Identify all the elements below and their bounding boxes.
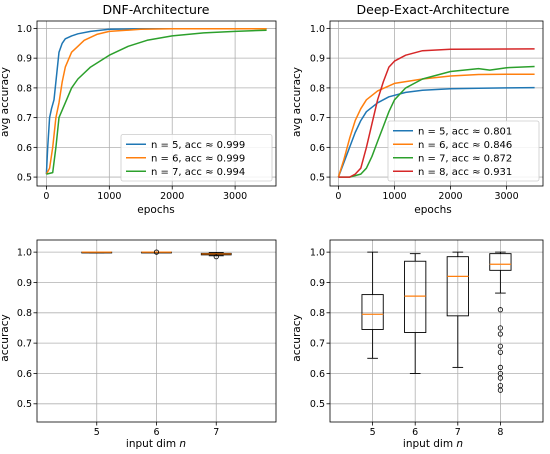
tick-label-x: 6: [153, 427, 159, 438]
legend-label: n = 8, acc ≈ 0.931: [418, 167, 512, 178]
tick-label-y: 0.6: [17, 143, 32, 154]
tick-label-y: 0.7: [310, 339, 325, 350]
tick-label-x: 1000: [97, 191, 121, 202]
box-iqr: [361, 294, 384, 330]
tick-label-y: 1.0: [17, 24, 32, 35]
tick-label-x: 0: [335, 191, 341, 202]
box-flier: [213, 254, 219, 260]
series-line: [338, 65, 535, 178]
xlabel-bottom-right: input dim n: [403, 438, 463, 450]
box-flier: [497, 307, 503, 313]
box-flier: [497, 387, 503, 393]
box-flier: [153, 249, 160, 255]
box-iqr: [404, 260, 427, 333]
series-line: [337, 73, 535, 178]
panel-dnf-box-plot: 0.5 0.6 0.7 0.8 0.9 1.0 5 6 7: [17, 239, 277, 438]
box-flier: [497, 364, 503, 370]
box-flier: [497, 375, 503, 381]
box-flier: [497, 343, 503, 349]
legend-box: [120, 134, 273, 182]
tick-label-y: 0.8: [17, 308, 32, 319]
box-iqr: [489, 253, 512, 271]
legend-label: n = 7, acc ≈ 0.872: [418, 153, 512, 164]
tick-label-y: 0.5: [310, 172, 325, 183]
series-line: [45, 27, 267, 175]
tick-label-y: 0.5: [17, 172, 32, 183]
tick-label-y: 0.9: [17, 54, 32, 65]
tick-label-y: 0.7: [310, 113, 325, 124]
tick-label-y: 0.5: [17, 399, 32, 410]
panel-deep-exact-line-chart: 0.5 0.6 0.7 0.8 0.9 1.0 0 1000 2000 3000 n = 5, ac…: [310, 20, 544, 202]
tick-label-x: 8: [497, 427, 503, 438]
box-flier: [497, 331, 503, 337]
plot-frame: [36, 239, 277, 423]
xlabel-bottom-left: input dim n: [126, 438, 186, 450]
tick-label-y: 1.0: [17, 248, 32, 259]
series-line: [46, 29, 267, 175]
series-line: [45, 27, 267, 175]
series-line: [338, 48, 535, 178]
legend-label: n = 6, acc ≈ 0.999: [151, 153, 245, 164]
legend-label: n = 5, acc ≈ 0.999: [151, 140, 245, 151]
series-line: [337, 86, 535, 178]
box-flier: [497, 325, 503, 331]
box-iqr: [446, 256, 469, 317]
chart-title-dnf: DNF-Architecture: [103, 2, 210, 17]
tick-label-y: 0.9: [17, 278, 32, 289]
legend-box: [387, 120, 540, 182]
tick-label-y: 0.7: [17, 113, 32, 124]
tick-label-x: 2000: [160, 191, 184, 202]
tick-label-y: 1.0: [310, 248, 325, 259]
tick-label-x: 3000: [494, 191, 518, 202]
tick-label-x: 1000: [382, 191, 406, 202]
ylabel-top-right: avg accuracy: [291, 67, 303, 137]
tick-label-y: 0.6: [310, 143, 325, 154]
tick-label-x: 5: [370, 427, 376, 438]
tick-label-y: 0.9: [310, 278, 325, 289]
chart-title-deep-exact: Deep-Exact-Architecture: [357, 2, 510, 17]
box-flier: [497, 349, 503, 355]
tick-label-x: 7: [213, 427, 219, 438]
panel-dnf-line-chart: 0.5 0.6 0.7 0.8 0.9 1.0 0 1000 2000 3000 n = 5, ac…: [17, 20, 277, 202]
ylabel-top-left: avg accuracy: [0, 67, 11, 137]
ylabel-bottom-left: accuracy: [0, 314, 11, 361]
panel-deep-exact-box-plot: 0.5 0.6 0.7 0.8 0.9 1.0 5 6 7 8: [310, 239, 544, 438]
tick-label-y: 0.8: [17, 83, 32, 94]
tick-label-y: 0.6: [17, 369, 32, 380]
legend-label: n = 6, acc ≈ 0.846: [418, 140, 512, 151]
xlabel-top-left: epochs: [137, 204, 174, 216]
tick-label-x: 6: [412, 427, 418, 438]
tick-label-y: 0.9: [310, 54, 325, 65]
tick-label-y: 0.6: [310, 369, 325, 380]
tick-label-y: 1.0: [310, 24, 325, 35]
tick-label-y: 0.5: [310, 399, 325, 410]
tick-label-x: 5: [94, 427, 100, 438]
plot-frame: [329, 239, 544, 423]
tick-label-y: 0.8: [310, 83, 325, 94]
plot-frame: [36, 20, 277, 187]
tick-label-x: 7: [455, 427, 461, 438]
tick-label-x: 3000: [223, 191, 247, 202]
tick-label-x: 2000: [438, 191, 462, 202]
plot-frame: [329, 20, 544, 187]
xlabel-top-right: epochs: [414, 204, 451, 216]
ylabel-bottom-right: accuracy: [291, 314, 303, 361]
legend-label: n = 7, acc ≈ 0.994: [151, 167, 245, 178]
tick-label-y: 0.7: [17, 339, 32, 350]
tick-label-x: 0: [43, 191, 49, 202]
legend-label: n = 5, acc ≈ 0.801: [418, 126, 512, 137]
tick-label-y: 0.8: [310, 308, 325, 319]
